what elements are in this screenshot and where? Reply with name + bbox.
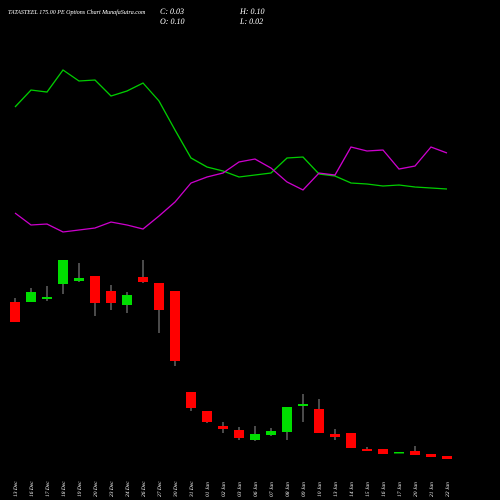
x-tick-label: 16 Dec (29, 481, 35, 497)
candle-body (90, 276, 100, 303)
x-tick-label: 15 Jan (365, 482, 371, 497)
x-tick-label: 19 Dec (77, 481, 83, 497)
x-tick-label: 13 Jan (333, 482, 339, 497)
indicator-line (14, 69, 448, 190)
candle-body (330, 434, 340, 437)
candle-body (202, 411, 212, 422)
x-tick-label: 20 Dec (93, 481, 99, 497)
x-tick-label: 08 Jan (285, 482, 291, 497)
x-tick-label: 07 Jan (269, 482, 275, 497)
candle-body (442, 456, 452, 459)
x-tick-label: 21 Jan (429, 482, 435, 497)
candle-body (122, 295, 132, 305)
x-tick-label: 18 Dec (61, 481, 67, 497)
x-tick-label: 02 Jan (221, 482, 227, 497)
candle-body (250, 434, 260, 440)
x-tick-label: 13 Dec (13, 481, 19, 497)
candle-body (138, 277, 148, 282)
chart-title: TATASTEEL 175.00 PE Options Chart Munafa… (8, 9, 146, 16)
candle-body (378, 449, 388, 454)
x-tick-label: 17 Jan (397, 482, 403, 497)
x-tick-label: 23 Dec (109, 481, 115, 497)
x-tick-label: 30 Dec (173, 481, 179, 498)
x-tick-label: 06 Jan (253, 482, 259, 497)
x-tick-label: 26 Dec (141, 481, 147, 497)
candle-body (314, 409, 324, 433)
candle-body (42, 297, 52, 299)
x-tick-label: 16 Jan (381, 482, 387, 497)
x-tick-label: 03 Jan (237, 482, 243, 497)
ohlc-low: L: 0.02 (239, 17, 263, 26)
x-tick-label: 10 Jan (317, 482, 323, 497)
candle-body (58, 260, 68, 284)
ohlc-close: C: 0.03 (160, 7, 184, 16)
candle-body (26, 292, 36, 302)
candle-body (10, 302, 20, 322)
x-tick-label: 14 Jan (348, 482, 355, 497)
candle-body (362, 449, 372, 451)
x-tick-label: 09 Jan (301, 482, 307, 497)
candle-body (154, 283, 164, 310)
candle-body (426, 454, 436, 457)
x-tick-label: 27 Dec (157, 481, 163, 497)
candle-body (218, 426, 228, 429)
candle-body (186, 392, 196, 408)
indicator-line (14, 146, 448, 233)
x-tick-label: 22 Jan (445, 482, 451, 497)
x-tick-label: 01 Jan (205, 482, 211, 497)
candle-body (298, 404, 308, 406)
x-tick-label: 17 Dec (45, 481, 51, 497)
candle-body (282, 407, 292, 432)
candle-body (266, 431, 276, 435)
candle-body (74, 278, 84, 281)
candle-body (106, 291, 116, 303)
x-tick-label: 20 Jan (413, 482, 419, 497)
x-tick-label: 24 Dec (124, 481, 131, 497)
candle-body (346, 433, 356, 448)
x-tick-label: 31 Dec (189, 481, 195, 498)
candle-body (170, 291, 180, 361)
candle-body (410, 451, 420, 455)
candle-body (394, 452, 404, 454)
candle-body (234, 430, 244, 438)
ohlc-open: O: 0.10 (160, 17, 184, 26)
ohlc-high: H: 0.10 (239, 7, 264, 16)
